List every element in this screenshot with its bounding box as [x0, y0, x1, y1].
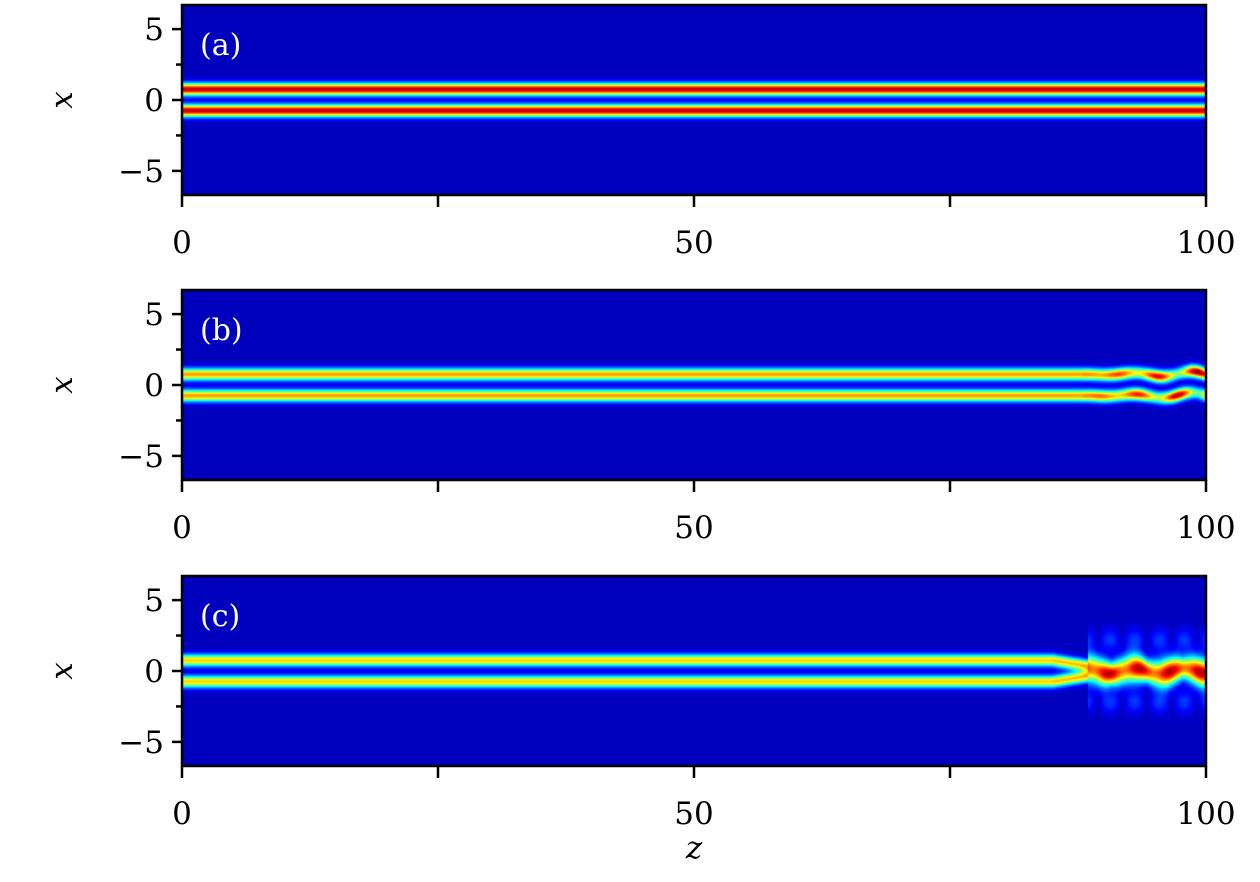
x-tick-label: 0 — [172, 225, 192, 261]
y-tick-label: 5 — [144, 12, 164, 48]
y-tick-label: 0 — [144, 83, 164, 119]
x-tick-label: 50 — [674, 510, 713, 546]
y-tick-label: 5 — [144, 297, 164, 333]
x-tick-label: 0 — [172, 510, 192, 546]
panel-label: (a) — [200, 28, 241, 63]
panel-label: (c) — [200, 599, 240, 634]
x-tick-label: 100 — [1176, 225, 1235, 261]
panel-label: (b) — [200, 313, 243, 348]
x-tick-label: 100 — [1176, 510, 1235, 546]
y-axis-label: x — [44, 91, 80, 109]
plot-frame — [180, 574, 1208, 768]
y-axis-label: x — [44, 662, 80, 680]
y-axis-label: x — [44, 376, 80, 394]
x-tick-label: 0 — [172, 796, 192, 832]
x-axis-label: z — [685, 830, 703, 866]
plot-frame — [180, 3, 1208, 197]
x-tick-label: 50 — [674, 796, 713, 832]
heatmap-panel-1 — [182, 5, 1206, 195]
x-tick-label: 50 — [674, 225, 713, 261]
x-tick-label: 100 — [1176, 796, 1235, 832]
y-tick-label: −5 — [118, 439, 164, 475]
y-tick-label: 5 — [144, 583, 164, 619]
heatmap-panel-2 — [182, 290, 1206, 480]
heatmap-panel-3 — [182, 576, 1206, 766]
plot-frame — [180, 288, 1208, 482]
y-tick-label: −5 — [118, 154, 164, 190]
y-tick-label: −5 — [118, 725, 164, 761]
y-tick-label: 0 — [144, 654, 164, 690]
y-tick-label: 0 — [144, 368, 164, 404]
